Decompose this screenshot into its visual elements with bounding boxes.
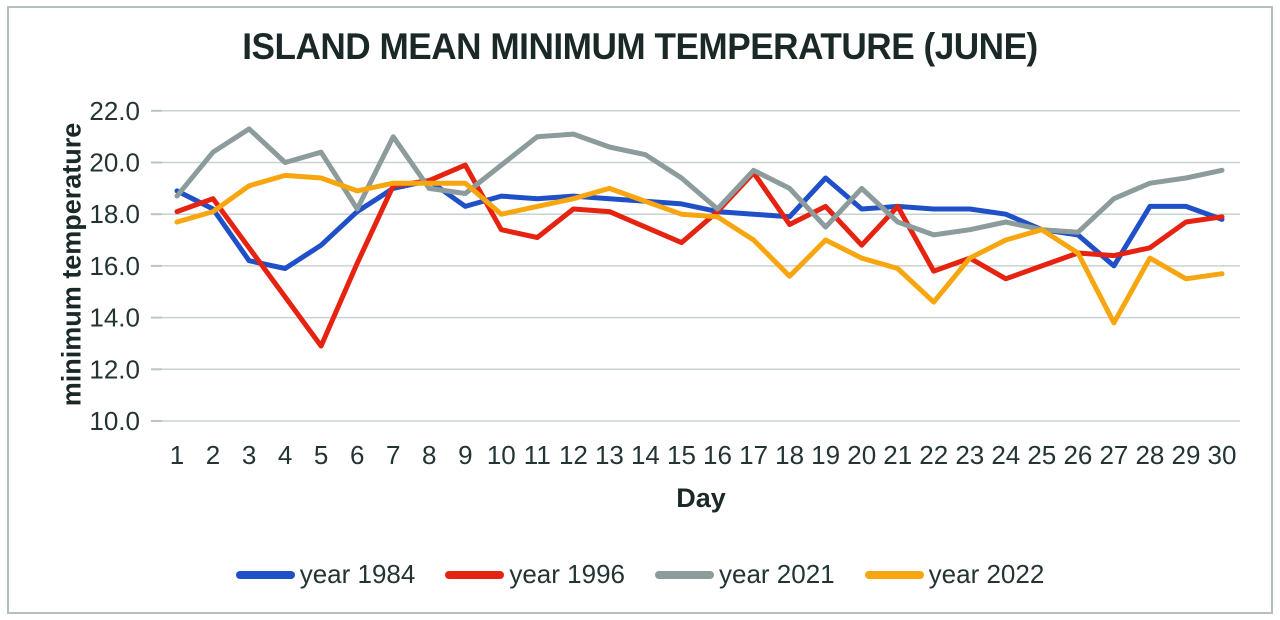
y-tick-label: 18.0: [89, 199, 140, 229]
y-tick-label: 22.0: [89, 96, 140, 126]
legend-label: year 2022: [928, 559, 1045, 589]
x-tick-label: 23: [955, 440, 984, 470]
x-tick-label: 13: [595, 440, 624, 470]
x-tick-label: 22: [919, 440, 948, 470]
x-tick-label: 15: [667, 440, 696, 470]
x-tick-label: 12: [559, 440, 588, 470]
legend-item-year-2022: year 2022: [864, 559, 1045, 590]
x-tick-label: 2: [206, 440, 220, 470]
y-tick-label: 10.0: [89, 406, 140, 436]
x-tick-label: 3: [242, 440, 256, 470]
series-line-year-2022: [174, 172, 1225, 326]
y-tick-label: 16.0: [89, 251, 140, 281]
x-tick-label: 25: [1027, 440, 1056, 470]
x-tick-label: 20: [847, 440, 876, 470]
series-line-year-2021: [174, 126, 1225, 238]
x-tick-label: 6: [350, 440, 364, 470]
x-tick-label: 17: [739, 440, 768, 470]
x-tick-label: 1: [170, 440, 184, 470]
x-tick-label: 11: [524, 440, 551, 470]
x-tick-label: 8: [422, 440, 436, 470]
legend-label: year 2021: [719, 559, 835, 589]
x-tick-label: 16: [703, 440, 732, 470]
x-tick-label: 14: [631, 440, 660, 470]
legend-line-swatch-blue: [235, 570, 295, 579]
x-tick-label: 30: [1208, 440, 1237, 470]
x-tick-label: 26: [1063, 440, 1092, 470]
x-tick-label: 10: [487, 440, 516, 470]
x-tick-label: 5: [314, 440, 328, 470]
x-tick-label: 21: [883, 440, 912, 470]
x-tick-label: 29: [1172, 440, 1201, 470]
x-axis-title: Day: [676, 483, 726, 513]
legend: year 1984 year 1996 year 2021 year 2022: [0, 559, 1280, 590]
series-line-year-1996: [174, 162, 1225, 349]
gridlines-and-axes: 22.020.018.016.014.012.010.01 2 3 4 5 6 7 8 9 10 1…: [89, 96, 1240, 470]
legend-label: year 1996: [509, 559, 625, 589]
legend-item-year-2021: year 2021: [655, 559, 835, 590]
x-tick-label: 9: [458, 440, 472, 470]
x-tick-label: 19: [811, 440, 840, 470]
legend-line-swatch-orange: [864, 570, 924, 579]
legend-item-year-1984: year 1984: [235, 559, 416, 590]
legend-label: year 1984: [299, 559, 416, 589]
chart-title: ISLAND MEAN MINIMUM TEMPERATURE (JUNE): [242, 26, 1038, 67]
x-tick-label: 18: [775, 440, 804, 470]
x-tick-label: 7: [386, 440, 400, 470]
x-tick-label: 4: [278, 440, 292, 470]
legend-line-swatch-red: [445, 570, 505, 579]
y-tick-label: 20.0: [89, 148, 140, 178]
x-tick-label: 27: [1099, 440, 1128, 470]
x-tick-label: 28: [1135, 440, 1164, 470]
legend-line-swatch-gray: [655, 570, 714, 579]
x-tick-label: 24: [991, 440, 1020, 470]
y-tick-label: 14.0: [89, 303, 140, 333]
y-tick-label: 12.0: [89, 354, 140, 384]
legend-item-year-1996: year 1996: [445, 559, 625, 590]
